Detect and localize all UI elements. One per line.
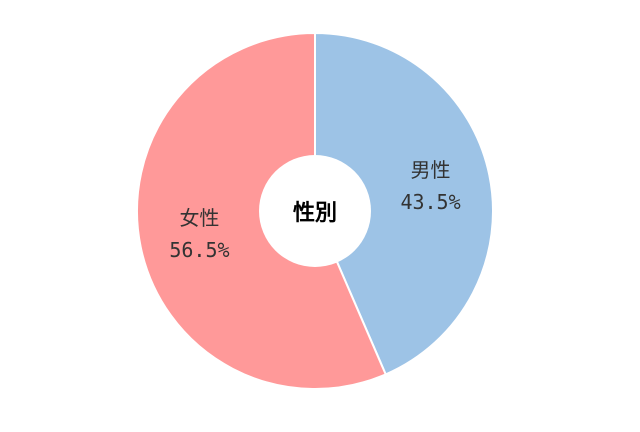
slice-value-label: 56.5% — [169, 238, 229, 262]
center-label: 性別 — [293, 201, 337, 226]
slice-value-label: 43.5% — [400, 190, 460, 214]
pie-slice — [314, 31, 494, 376]
donut-hole — [259, 155, 371, 267]
slice-label-group: 男性 43.5% 女性 56.5% — [169, 158, 460, 262]
slice-category-label: 女性 — [179, 206, 219, 230]
slice-category-label: 男性 — [411, 158, 451, 182]
